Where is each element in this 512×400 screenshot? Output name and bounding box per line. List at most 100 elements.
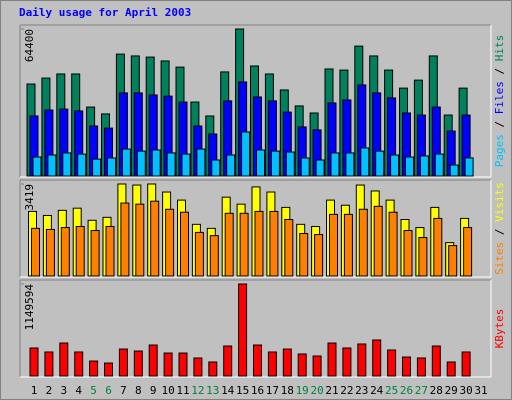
bar [418, 237, 428, 277]
bar [163, 352, 173, 377]
bar [449, 164, 459, 177]
bar [431, 345, 441, 377]
bar [150, 200, 160, 277]
bar [342, 347, 352, 377]
x-tick-label: 26 [400, 384, 413, 397]
x-tick-label: 4 [75, 384, 82, 397]
bar [433, 217, 443, 277]
bar [284, 218, 294, 277]
bar [282, 348, 292, 377]
bar [211, 159, 221, 177]
bar [121, 148, 131, 177]
bar [402, 356, 411, 377]
x-tick-label: 31 [474, 384, 487, 397]
bar [181, 153, 191, 177]
bar [254, 210, 264, 277]
bar [60, 227, 70, 277]
bar [315, 159, 325, 177]
bar [345, 152, 355, 177]
bar [343, 213, 353, 277]
x-tick-label: 11 [176, 384, 189, 397]
bar [133, 350, 143, 377]
bar [208, 361, 218, 377]
x-tick-label: 1 [31, 384, 38, 397]
bar [226, 154, 236, 177]
x-tick-label: 10 [161, 384, 174, 397]
bar [241, 131, 251, 177]
bar [388, 211, 398, 277]
x-tick-label: 29 [445, 384, 458, 397]
bar [224, 212, 234, 277]
bar [31, 227, 40, 277]
legend-entry: Files [493, 81, 506, 114]
x-tick-label: 20 [310, 384, 323, 397]
bar [312, 355, 322, 377]
bar [89, 360, 99, 377]
bar [446, 361, 456, 377]
bar [92, 158, 102, 177]
bar [297, 353, 307, 377]
x-tick-label: 9 [150, 384, 157, 397]
x-tick-label: 16 [251, 384, 264, 397]
x-tick-label: 6 [105, 384, 112, 397]
x-tick-label: 23 [355, 384, 368, 397]
bar [166, 152, 176, 177]
legend-separator: / [493, 222, 506, 242]
legend-entry: Visits [493, 182, 506, 222]
x-tick-label: 19 [296, 384, 309, 397]
x-tick-label: 17 [266, 384, 279, 397]
bar [105, 225, 115, 277]
bar [327, 342, 337, 377]
bar [405, 156, 414, 177]
x-tick-label: 18 [281, 384, 294, 397]
bar [360, 147, 370, 177]
x-tick-label: 2 [46, 384, 53, 397]
bar [44, 351, 54, 377]
x-tick-label: 21 [325, 384, 338, 397]
bar [403, 230, 413, 277]
bar [148, 344, 158, 377]
x-tick-label: 8 [135, 384, 142, 397]
bar [107, 157, 116, 177]
bar [29, 347, 39, 377]
bar [416, 357, 426, 377]
bar [209, 235, 219, 277]
bar [373, 205, 383, 277]
bar [463, 227, 473, 277]
bar [372, 339, 382, 377]
x-tick-label: 22 [340, 384, 353, 397]
legend: Pages / Files / Hits [493, 35, 506, 168]
bar [59, 342, 69, 377]
bar [32, 156, 42, 177]
bar [238, 283, 248, 377]
x-tick-label: 25 [385, 384, 398, 397]
bar [136, 150, 146, 177]
legend-entry: Sites [493, 242, 506, 275]
bar [329, 213, 338, 277]
legend: Sites / Visits [493, 182, 506, 275]
bar [330, 152, 340, 177]
x-tick-label: 28 [430, 384, 443, 397]
bar [358, 208, 368, 277]
x-tick-label: 24 [370, 384, 384, 397]
bar [448, 245, 458, 277]
bar [285, 151, 295, 177]
bar [74, 351, 84, 377]
bar [90, 230, 100, 277]
bar [314, 234, 324, 277]
y-tick-label: 3419 [23, 184, 36, 211]
bar [300, 157, 310, 177]
bar [193, 357, 203, 377]
bar [269, 210, 279, 277]
bar [375, 150, 385, 177]
bar [165, 208, 175, 277]
legend-entry: Pages [493, 134, 506, 167]
bar [434, 153, 444, 177]
bar [178, 352, 188, 377]
legend-separator: / [493, 61, 506, 81]
bar [45, 228, 55, 277]
bar [196, 148, 206, 177]
bar [461, 351, 471, 377]
bar [77, 153, 87, 177]
